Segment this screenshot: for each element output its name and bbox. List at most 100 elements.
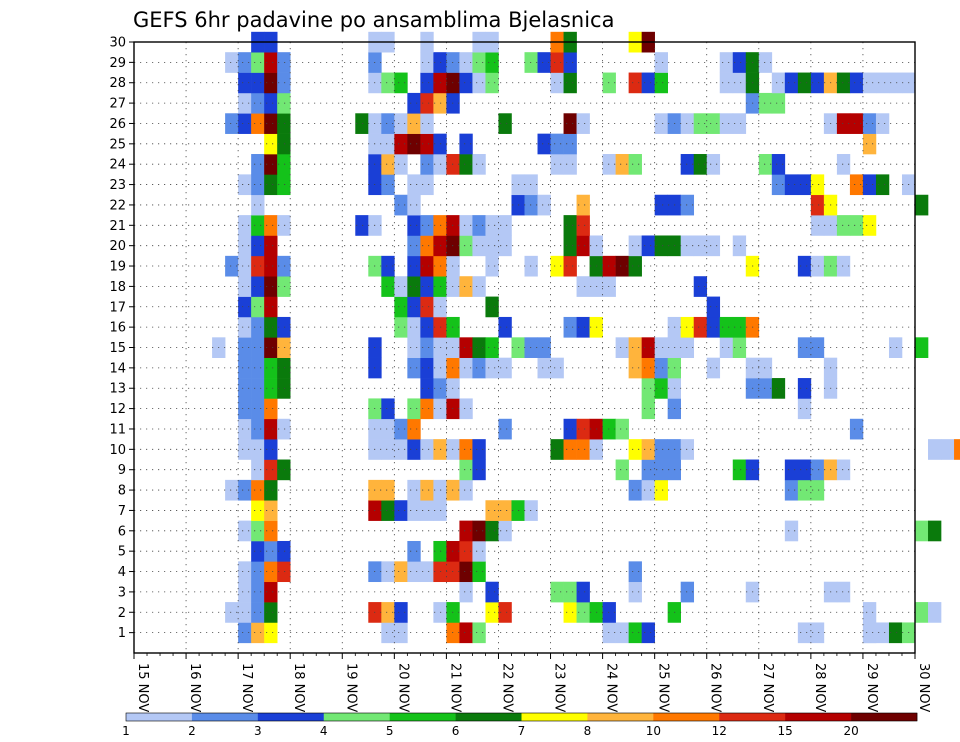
cell-m21-t9 <box>251 215 265 236</box>
cell-m3-t9 <box>251 581 265 603</box>
cell-m8-t8 <box>238 479 252 501</box>
cell-m28-t25 <box>459 72 473 94</box>
cell-m14-t26 <box>472 357 486 379</box>
cell-m28-t32 <box>550 72 564 94</box>
cell-m1-t39 <box>641 622 655 644</box>
cell-m6-t9 <box>251 520 265 542</box>
colorbar-label: 5 <box>386 724 394 738</box>
cell-m12-t10 <box>264 398 278 420</box>
cell-m10-t34 <box>576 439 590 460</box>
cell-m26-t34 <box>576 113 590 134</box>
cell-m10-t33 <box>563 439 577 460</box>
cell-m24-t44 <box>706 154 721 175</box>
cell-m20-t28 <box>498 235 512 257</box>
colorbar-swatch <box>389 713 456 721</box>
cell-m3-t54 <box>836 581 851 603</box>
y-tick-label: 21 <box>109 219 126 234</box>
cell-m21-t25 <box>459 215 473 236</box>
cell-m1-t36 <box>602 622 616 644</box>
cell-m20-t25 <box>459 235 473 257</box>
cell-m13-t22 <box>420 378 434 399</box>
cell-m21-t56 <box>862 215 877 236</box>
colorbar-label: 10 <box>646 724 661 738</box>
cell-m26-t45 <box>719 113 734 134</box>
cell-m16-t28 <box>498 316 512 338</box>
cell-m9-t11 <box>277 459 291 481</box>
colorbar-frame <box>125 712 918 722</box>
cell-m5-t11 <box>277 540 291 562</box>
cell-m29-t31 <box>537 52 551 73</box>
cell-m15-t46 <box>732 337 747 358</box>
y-tick-label: 6 <box>118 524 126 539</box>
cell-m28-t55 <box>849 72 864 94</box>
cell-m2-t27 <box>485 602 499 623</box>
cell-m19-t7 <box>225 255 239 277</box>
cell-m23-t21 <box>407 174 421 196</box>
cell-m14-t11 <box>277 357 291 379</box>
cell-m19-t38 <box>628 255 642 277</box>
cell-m26-t10 <box>264 113 278 134</box>
cell-m15-t51 <box>797 337 812 358</box>
cell-m10-t39 <box>641 439 655 460</box>
y-tick-label: 28 <box>109 76 126 91</box>
cell-m4-t8 <box>238 561 252 583</box>
cell-m17-t21 <box>407 296 421 318</box>
cell-m29-t27 <box>485 52 499 73</box>
cell-m26-t8 <box>238 113 252 134</box>
cell-m12-t8 <box>238 398 252 420</box>
cell-m19-t36 <box>602 255 616 277</box>
cell-m13-t10 <box>264 378 278 399</box>
cell-m20-t40 <box>654 235 668 257</box>
cell-m6-t10 <box>264 520 278 542</box>
cell-m6-t25 <box>459 520 473 542</box>
colorbar-label: 12 <box>712 724 727 738</box>
cell-m25-t56 <box>862 133 877 155</box>
cell-m21-t21 <box>407 215 421 236</box>
cell-m1-t57 <box>875 622 890 644</box>
cell-m15-t45 <box>719 337 734 358</box>
cell-m5-t26 <box>472 540 486 562</box>
x-tick-label: 28 NOV <box>812 663 827 712</box>
cell-m8-t38 <box>628 479 642 501</box>
y-tick-label: 18 <box>109 280 126 295</box>
y-tick-label: 16 <box>109 321 126 336</box>
cell-m15-t58 <box>888 337 903 358</box>
cell-m14-t10 <box>264 357 278 379</box>
cell-m29-t26 <box>472 52 486 73</box>
heatmap-cells <box>212 31 960 644</box>
x-tick-label: 17 NOV <box>239 663 254 712</box>
cell-m26-t44 <box>706 113 721 134</box>
cell-m24-t38 <box>628 154 642 175</box>
cell-m22-t21 <box>407 194 421 216</box>
cell-m7-t21 <box>407 500 421 521</box>
x-tick-label: 27 NOV <box>760 663 775 712</box>
cell-m20-t26 <box>472 235 486 257</box>
cell-m18-t9 <box>251 276 265 297</box>
cell-m23-t19 <box>381 174 395 196</box>
cell-m4-t38 <box>628 561 642 583</box>
y-tick-label: 17 <box>109 300 126 315</box>
cell-m29-t22 <box>420 52 434 73</box>
cell-m14-t21 <box>407 357 421 379</box>
cell-m24-t20 <box>394 154 408 175</box>
cell-m22-t40 <box>654 194 668 216</box>
cell-m19-t33 <box>563 255 577 277</box>
cell-m1-t52 <box>810 622 825 644</box>
cell-m21-t10 <box>264 215 278 236</box>
cell-m22-t9 <box>251 194 265 216</box>
cell-m4-t10 <box>264 561 278 583</box>
cell-m17-t20 <box>394 296 408 318</box>
cell-m21-t27 <box>485 215 499 236</box>
cell-m23-t52 <box>810 174 825 196</box>
cell-m2-t7 <box>225 602 239 623</box>
cell-m19-t10 <box>264 255 278 277</box>
cell-m24-t32 <box>550 154 564 175</box>
cell-m6-t28 <box>498 520 512 542</box>
y-tick-label: 5 <box>118 545 126 560</box>
cell-m4-t20 <box>394 561 408 583</box>
cell-m2-t34 <box>576 602 590 623</box>
cell-m6-t60 <box>915 520 929 542</box>
cell-m24-t25 <box>459 154 473 175</box>
cell-m16-t33 <box>563 316 577 338</box>
